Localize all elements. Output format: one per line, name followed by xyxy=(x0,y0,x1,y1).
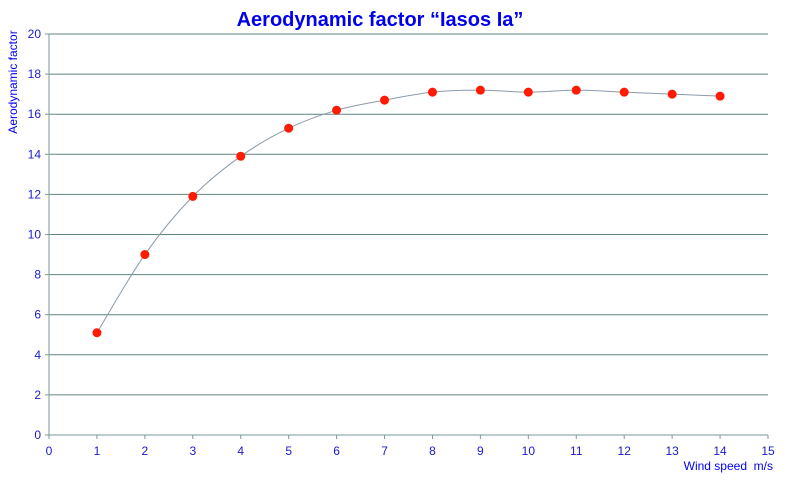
y-tick-label-2: 2 xyxy=(34,388,41,402)
y-tick-label-0: 0 xyxy=(34,428,41,442)
data-point-2 xyxy=(140,250,150,260)
data-point-6 xyxy=(332,105,342,115)
y-tick-label-4: 4 xyxy=(34,348,41,362)
x-tick-label-14: 14 xyxy=(713,444,727,458)
x-tick-label-8: 8 xyxy=(429,444,436,458)
data-point-9 xyxy=(475,85,485,95)
grid-layer xyxy=(49,33,768,396)
data-point-10 xyxy=(523,87,533,97)
y-tick-label-10: 10 xyxy=(28,228,42,242)
y-tick-label-6: 6 xyxy=(34,308,41,322)
chart-title: Aerodynamic factor “Iasos Ia” xyxy=(237,9,524,31)
y-tick-label-18: 18 xyxy=(28,67,42,81)
data-point-7 xyxy=(380,95,390,105)
x-tick-label-6: 6 xyxy=(333,444,340,458)
axis-layer xyxy=(45,33,769,439)
x-tick-label-1: 1 xyxy=(94,444,101,458)
data-point-1 xyxy=(92,328,102,338)
x-tick-label-7: 7 xyxy=(381,444,388,458)
x-tick-label-9: 9 xyxy=(477,444,484,458)
y-tick-label-12: 12 xyxy=(28,187,42,201)
y-tick-label-16: 16 xyxy=(28,107,42,121)
data-point-11 xyxy=(571,85,581,95)
x-tick-label-12: 12 xyxy=(618,444,632,458)
y-tick-label-14: 14 xyxy=(28,147,42,161)
point-layer xyxy=(92,85,725,338)
y-tick-label-8: 8 xyxy=(34,268,41,282)
data-point-8 xyxy=(427,87,437,97)
x-tick-label-3: 3 xyxy=(189,444,196,458)
x-axis-label: Wind speed m/s xyxy=(684,459,773,473)
x-tick-label-5: 5 xyxy=(285,444,292,458)
x-tick-label-4: 4 xyxy=(237,444,244,458)
data-point-14 xyxy=(715,91,725,101)
data-point-5 xyxy=(284,123,294,133)
x-tick-label-13: 13 xyxy=(665,444,679,458)
x-tick-label-10: 10 xyxy=(522,444,536,458)
x-tick-label-15: 15 xyxy=(761,444,775,458)
data-point-4 xyxy=(236,151,246,161)
x-tick-label-2: 2 xyxy=(142,444,149,458)
y-axis-label: Aerodynamic factor xyxy=(6,30,20,133)
y-tick-label-20: 20 xyxy=(28,27,42,41)
data-point-3 xyxy=(188,191,198,201)
data-point-12 xyxy=(619,87,629,97)
x-tick-label-11: 11 xyxy=(570,444,583,458)
data-point-13 xyxy=(667,89,677,99)
x-tick-label-0: 0 xyxy=(46,444,53,458)
